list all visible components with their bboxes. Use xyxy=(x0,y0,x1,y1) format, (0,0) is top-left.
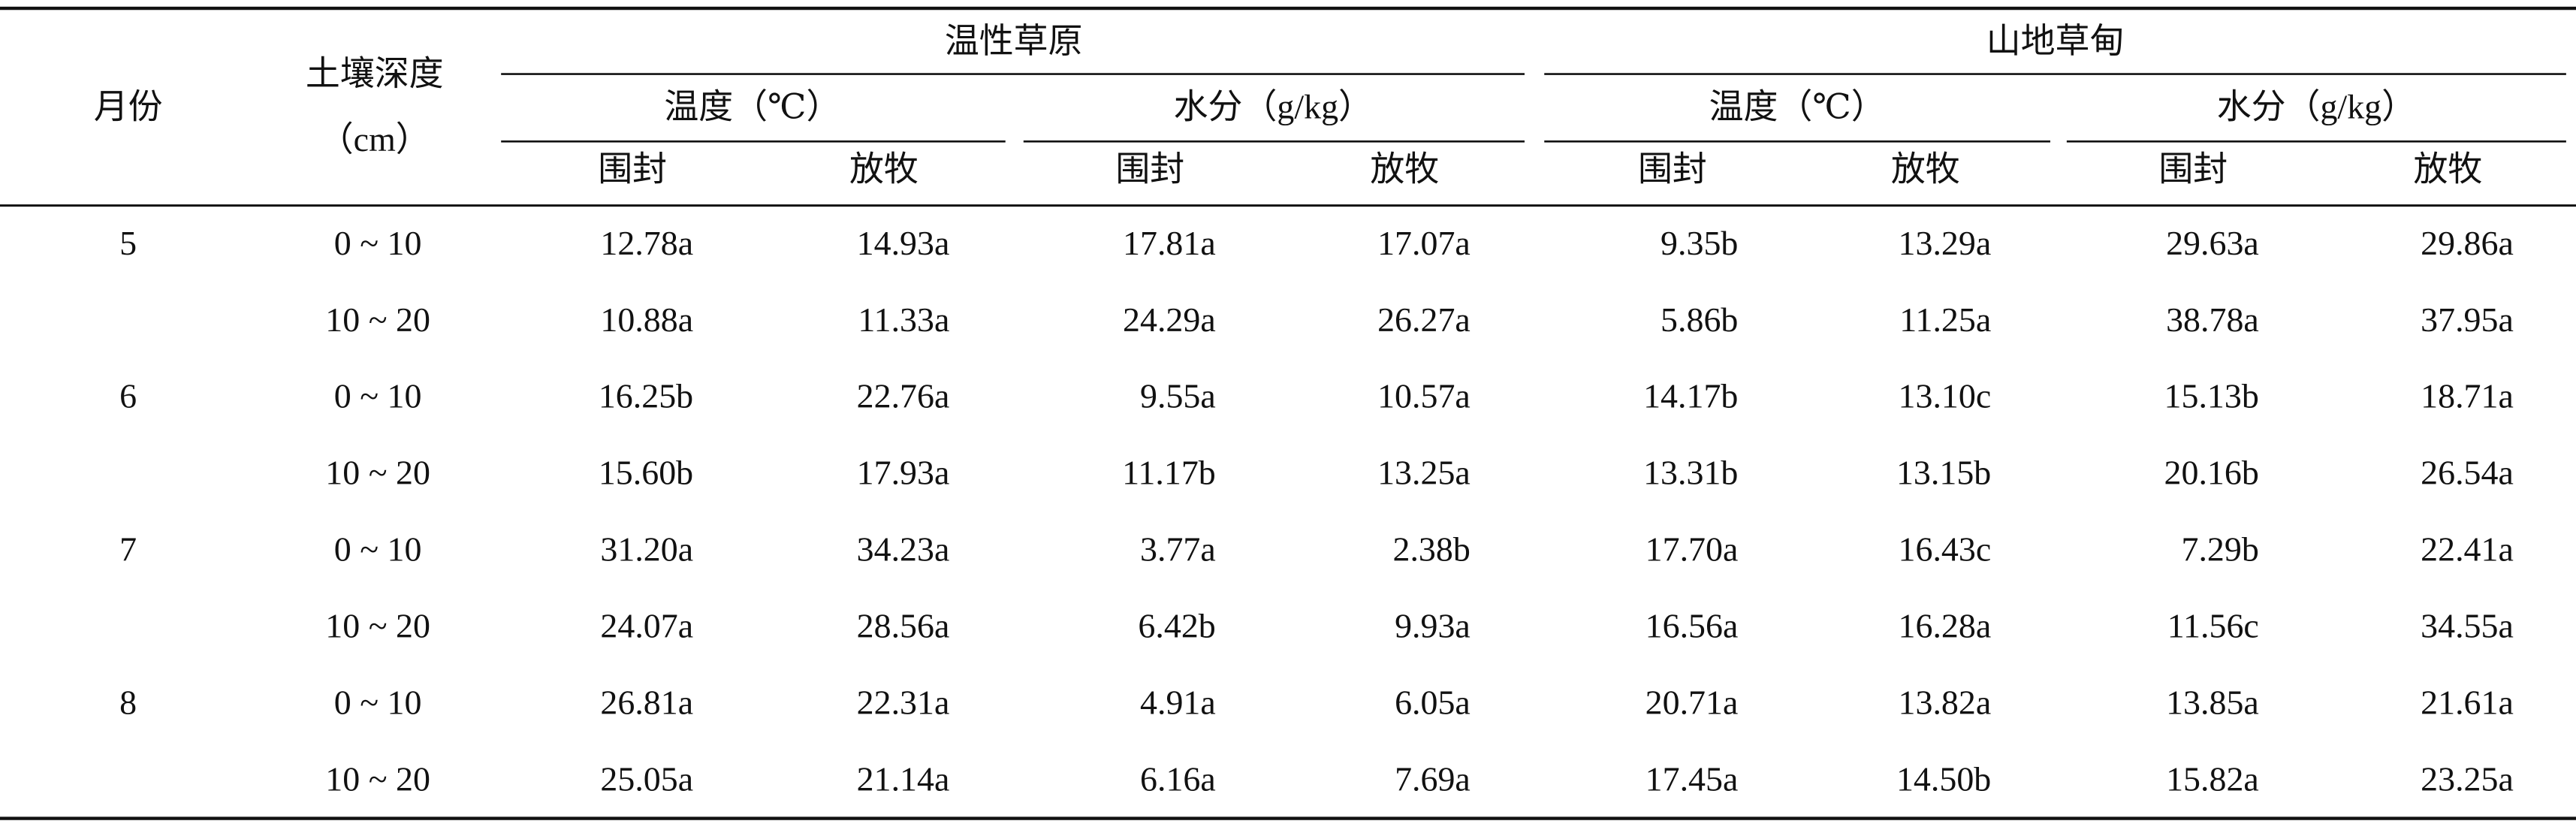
depth-cell: 0 ~ 10 xyxy=(334,224,422,262)
value-cell: 16.43c xyxy=(1899,530,1992,569)
value-cell: 9.35b xyxy=(1661,224,1738,262)
value-cell: 16.28a xyxy=(1899,607,1992,645)
value-cell: 26.27a xyxy=(1377,300,1470,339)
value-cell: 9.93a xyxy=(1395,607,1470,645)
value-cell: 26.54a xyxy=(2421,454,2514,492)
column-header: 围封 xyxy=(1115,149,1184,188)
depth-cell: 10 ~ 20 xyxy=(325,454,430,492)
depth-cell: 0 ~ 10 xyxy=(334,530,422,569)
value-cell: 38.78a xyxy=(2166,300,2259,339)
value-cell: 3.77a xyxy=(1140,530,1216,569)
value-cell: 9.55a xyxy=(1140,377,1216,415)
value-cell: 13.29a xyxy=(1899,224,1992,262)
value-cell: 26.81a xyxy=(600,683,693,721)
value-cell: 20.16b xyxy=(2164,454,2259,492)
value-cell: 11.17b xyxy=(1122,454,1216,492)
value-cell: 29.86a xyxy=(2421,224,2514,262)
value-cell: 29.63a xyxy=(2166,224,2259,262)
month-header: 月份 xyxy=(94,87,163,125)
value-cell: 16.56a xyxy=(1645,607,1739,645)
value-cell: 18.71a xyxy=(2421,377,2514,415)
value-cell: 13.85a xyxy=(2166,683,2259,721)
subgroup-header: 水分（g/kg） xyxy=(1174,87,1373,125)
depth-cell: 10 ~ 20 xyxy=(325,759,430,798)
value-cell: 5.86b xyxy=(1661,300,1738,339)
value-cell: 11.25a xyxy=(1899,300,1991,339)
depth-cell: 10 ~ 20 xyxy=(325,300,430,339)
subgroup-header: 温度（℃） xyxy=(1709,87,1886,125)
value-cell: 25.05a xyxy=(600,759,693,798)
month-cell: 5 xyxy=(119,224,137,262)
value-cell: 31.20a xyxy=(600,530,693,569)
value-cell: 17.45a xyxy=(1645,759,1739,798)
value-cell: 21.14a xyxy=(857,759,950,798)
value-cell: 34.55a xyxy=(2421,607,2514,645)
value-cell: 13.82a xyxy=(1899,683,1992,721)
value-cell: 21.61a xyxy=(2421,683,2514,721)
value-cell: 15.13b xyxy=(2164,377,2259,415)
column-header: 围封 xyxy=(1638,149,1707,188)
value-cell: 15.60b xyxy=(599,454,693,492)
group-header: 山地草甸 xyxy=(1986,22,2125,60)
value-cell: 17.70a xyxy=(1645,530,1739,569)
value-cell: 4.91a xyxy=(1140,683,1216,721)
value-cell: 34.23a xyxy=(857,530,950,569)
group-header: 温性草原 xyxy=(945,22,1083,60)
column-header: 放牧 xyxy=(1370,149,1439,188)
value-cell: 37.95a xyxy=(2421,300,2514,339)
value-cell: 20.71a xyxy=(1645,683,1739,721)
value-cell: 17.93a xyxy=(857,454,950,492)
value-cell: 14.50b xyxy=(1896,759,1991,798)
value-cell: 7.69a xyxy=(1395,759,1470,798)
column-header: 放牧 xyxy=(849,149,918,188)
value-cell: 10.57a xyxy=(1377,377,1470,415)
value-cell: 15.82a xyxy=(2166,759,2259,798)
value-cell: 14.93a xyxy=(857,224,950,262)
value-cell: 17.81a xyxy=(1123,224,1216,262)
subgroup-header: 水分（g/kg） xyxy=(2217,87,2416,125)
value-cell: 7.29b xyxy=(2181,530,2258,569)
month-cell: 8 xyxy=(119,683,137,721)
value-cell: 6.16a xyxy=(1140,759,1216,798)
value-cell: 10.88a xyxy=(600,300,693,339)
value-cell: 22.31a xyxy=(857,683,950,721)
value-cell: 13.15b xyxy=(1896,454,1991,492)
depth-header: 土壤深度 xyxy=(306,55,444,93)
column-header: 围封 xyxy=(598,149,667,188)
depth-unit: （cm） xyxy=(319,120,430,158)
value-cell: 16.25b xyxy=(599,377,693,415)
value-cell: 13.31b xyxy=(1643,454,1738,492)
depth-cell: 0 ~ 10 xyxy=(334,683,422,721)
subgroup-header: 温度（℃） xyxy=(664,87,840,125)
month-cell: 7 xyxy=(119,530,137,569)
value-cell: 11.33a xyxy=(858,300,949,339)
value-cell: 17.07a xyxy=(1377,224,1470,262)
value-cell: 6.42b xyxy=(1138,607,1215,645)
column-header: 放牧 xyxy=(1891,149,1960,188)
value-cell: 2.38b xyxy=(1392,530,1470,569)
depth-cell: 0 ~ 10 xyxy=(334,377,422,415)
value-cell: 28.56a xyxy=(857,607,950,645)
value-cell: 12.78a xyxy=(600,224,693,262)
value-cell: 13.10c xyxy=(1899,377,1992,415)
value-cell: 22.76a xyxy=(857,377,950,415)
value-cell: 11.56c xyxy=(2167,607,2259,645)
value-cell: 24.07a xyxy=(600,607,693,645)
depth-cell: 10 ~ 20 xyxy=(325,607,430,645)
value-cell: 22.41a xyxy=(2421,530,2514,569)
value-cell: 6.05a xyxy=(1395,683,1470,721)
column-header: 围封 xyxy=(2158,149,2228,188)
value-cell: 24.29a xyxy=(1123,300,1216,339)
value-cell: 14.17b xyxy=(1643,377,1738,415)
value-cell: 23.25a xyxy=(2421,759,2514,798)
month-cell: 6 xyxy=(119,377,137,415)
column-header: 放牧 xyxy=(2413,149,2482,188)
value-cell: 13.25a xyxy=(1377,454,1470,492)
